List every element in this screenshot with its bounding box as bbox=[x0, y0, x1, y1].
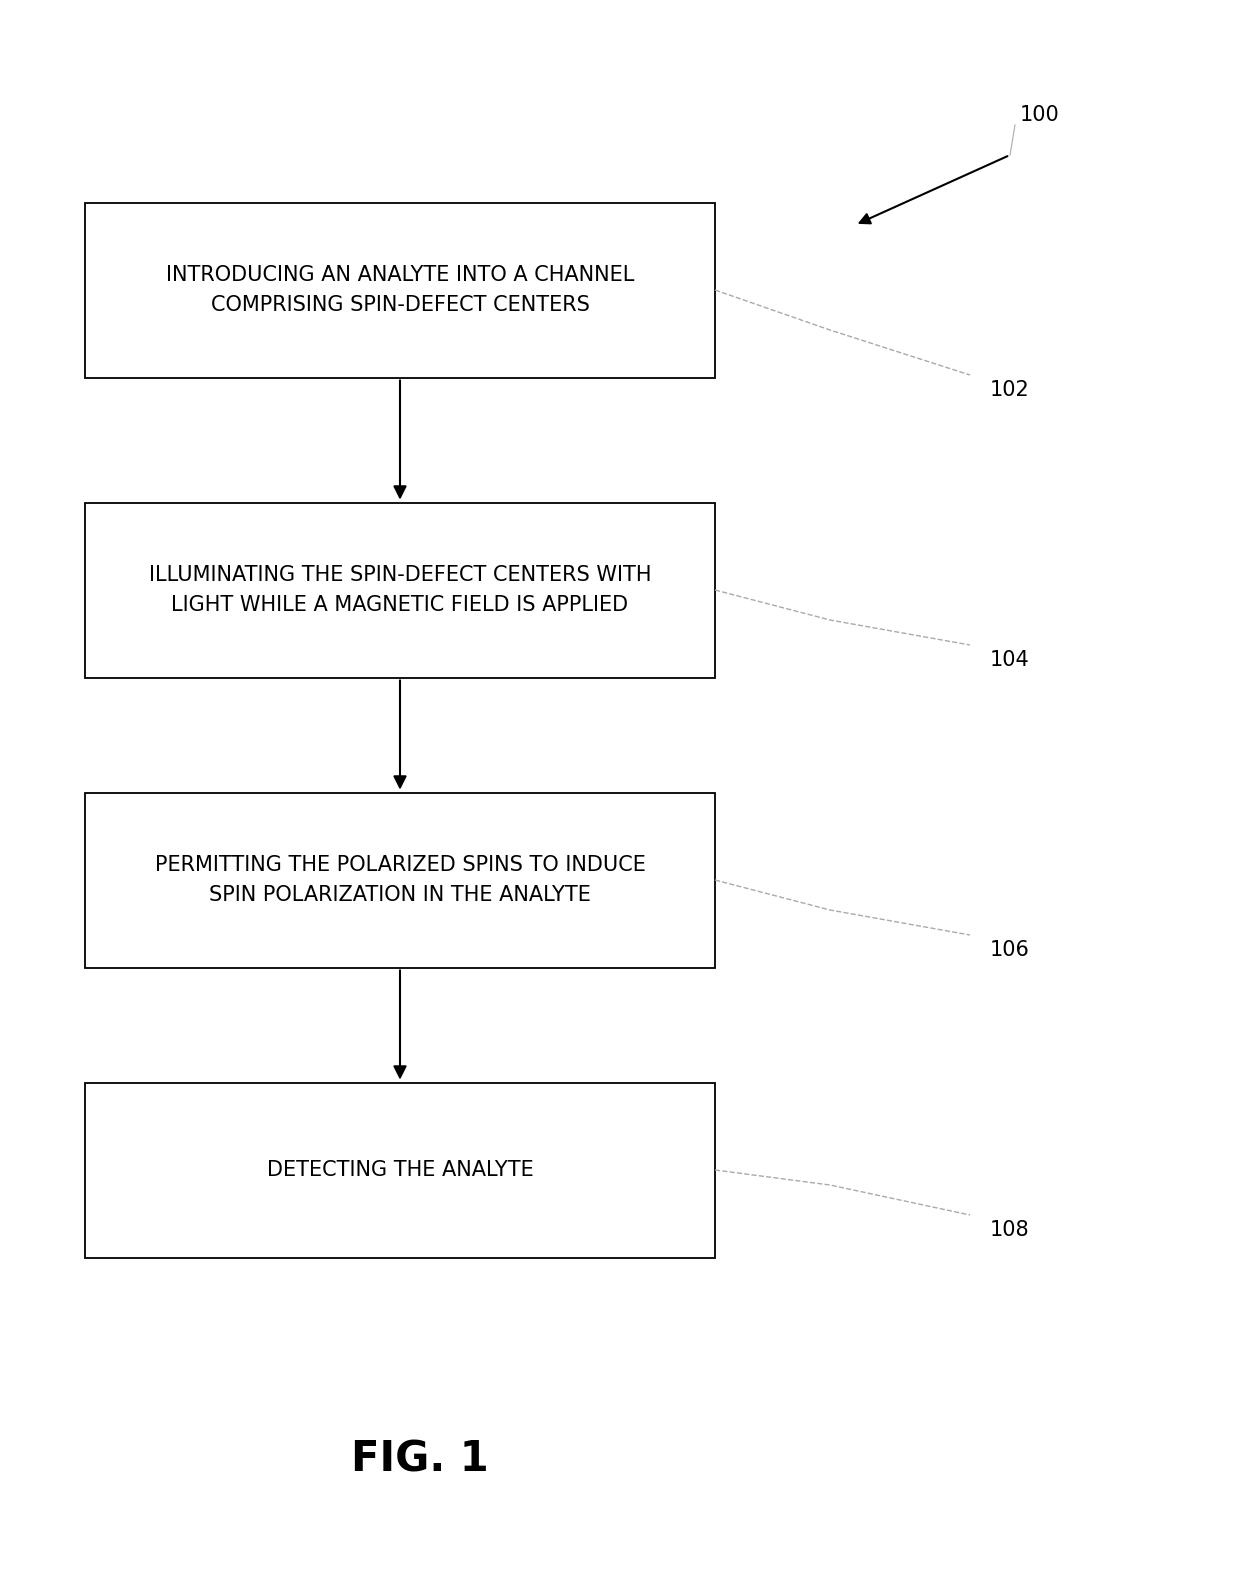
Text: ILLUMINATING THE SPIN-DEFECT CENTERS WITH
LIGHT WHILE A MAGNETIC FIELD IS APPLIE: ILLUMINATING THE SPIN-DEFECT CENTERS WIT… bbox=[149, 566, 651, 614]
Bar bbox=[86, 203, 715, 377]
Text: PERMITTING THE POLARIZED SPINS TO INDUCE
SPIN POLARIZATION IN THE ANALYTE: PERMITTING THE POLARIZED SPINS TO INDUCE… bbox=[155, 855, 646, 905]
Text: 108: 108 bbox=[990, 1221, 1029, 1240]
Text: DETECTING THE ANALYTE: DETECTING THE ANALYTE bbox=[267, 1159, 533, 1180]
Text: 100: 100 bbox=[1021, 105, 1060, 126]
Bar bbox=[86, 1082, 715, 1257]
Bar bbox=[86, 792, 715, 968]
Text: FIG. 1: FIG. 1 bbox=[351, 1439, 489, 1481]
Text: 104: 104 bbox=[990, 650, 1029, 669]
Text: 106: 106 bbox=[990, 939, 1030, 960]
Text: INTRODUCING AN ANALYTE INTO A CHANNEL
COMPRISING SPIN-DEFECT CENTERS: INTRODUCING AN ANALYTE INTO A CHANNEL CO… bbox=[166, 265, 634, 314]
Text: 102: 102 bbox=[990, 380, 1029, 401]
Bar bbox=[86, 503, 715, 677]
